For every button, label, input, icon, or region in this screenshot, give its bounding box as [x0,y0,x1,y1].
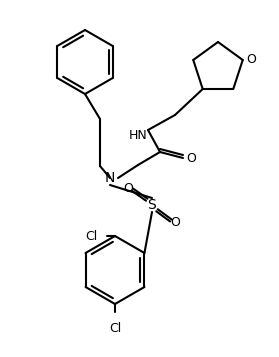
Text: N: N [105,171,115,185]
Text: O: O [186,151,196,165]
Text: S: S [148,198,156,212]
Text: Cl: Cl [85,230,97,242]
Text: O: O [246,54,256,66]
Text: O: O [123,181,133,195]
Text: Cl: Cl [109,322,121,335]
Text: HN: HN [129,129,147,141]
Text: O: O [170,216,180,228]
